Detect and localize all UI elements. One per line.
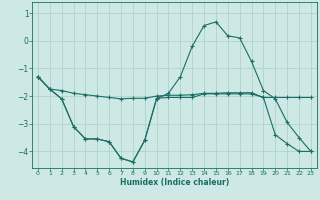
X-axis label: Humidex (Indice chaleur): Humidex (Indice chaleur) — [120, 178, 229, 187]
